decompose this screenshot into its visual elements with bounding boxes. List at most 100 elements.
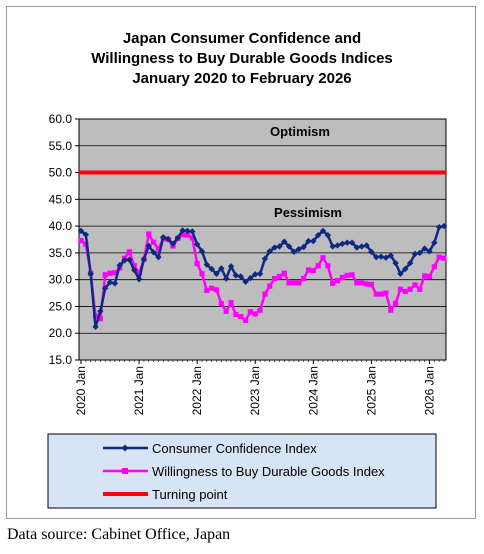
consumer-confidence-point: [208, 265, 215, 273]
consumer-confidence-point: [256, 270, 264, 277]
durable-goods-point: [393, 300, 399, 306]
consumer-confidence-point: [97, 308, 104, 315]
durable-goods-point: [204, 287, 210, 293]
consumer-confidence-point: [242, 278, 249, 286]
chart-title-line-1: Japan Consumer Confidence and: [122, 30, 362, 47]
durable-goods-point: [426, 273, 433, 280]
durable-goods-point: [112, 270, 118, 276]
y-tick-label: 35.0: [49, 246, 73, 260]
durable-goods-point: [378, 291, 384, 297]
consumer-confidence-point: [421, 245, 428, 252]
consumer-confidence-point: [174, 234, 181, 242]
consumer-confidence-point: [440, 222, 448, 230]
legend-consumer-confidence-marker: [121, 444, 129, 452]
consumer-confidence-point: [106, 279, 114, 286]
durable-goods-point: [339, 274, 345, 281]
consumer-confidence-point: [266, 248, 273, 255]
durable-goods-point: [267, 283, 273, 289]
consumer-confidence-point: [314, 232, 322, 239]
legend-turning-point-label: Turning point: [152, 487, 228, 502]
x-tick-label: 2023 Jan: [248, 366, 262, 415]
durable-goods-point: [107, 270, 113, 276]
consumer-confidence-point: [131, 266, 138, 274]
durable-goods-point: [363, 281, 370, 287]
consumer-confidence-point: [77, 227, 85, 235]
durable-goods-point: [276, 273, 283, 280]
consumer-confidence-point: [135, 275, 143, 283]
durable-goods-point: [286, 280, 292, 286]
consumer-confidence-point: [126, 256, 133, 264]
durable-goods-point: [407, 286, 413, 292]
consumer-confidence-point: [295, 245, 302, 253]
durable-goods-point: [359, 280, 365, 286]
consumer-confidence-point: [247, 274, 254, 282]
durable-goods-point: [412, 282, 418, 288]
consumer-confidence-point: [218, 265, 225, 272]
durable-goods-point: [151, 239, 157, 245]
y-tick-label: 15.0: [49, 353, 73, 367]
durable-goods-point: [431, 264, 437, 270]
durable-goods-point: [189, 235, 195, 241]
consumer-confidence-point: [363, 242, 370, 249]
consumer-confidence-point: [281, 238, 288, 245]
consumer-confidence-point: [402, 265, 409, 273]
consumer-confidence-point: [435, 223, 443, 231]
durable-goods-point: [397, 286, 404, 292]
durable-goods-point: [325, 263, 331, 269]
legend-consumer-confidence-label: Consumer Confidence Index: [152, 441, 317, 456]
durable-goods-point: [388, 307, 394, 313]
x-tick-label: 2020 Jan: [74, 366, 88, 415]
durable-goods-point: [218, 301, 224, 307]
durable-goods-point: [102, 272, 108, 278]
consumer-confidence-point: [368, 248, 375, 256]
consumer-confidence-point: [416, 249, 423, 257]
y-tick-label: 25.0: [49, 299, 73, 313]
consumer-confidence-point: [232, 272, 240, 279]
consumer-confidence-point: [406, 259, 414, 267]
consumer-confidence-point: [160, 234, 167, 241]
durable-goods-point: [310, 267, 316, 274]
durable-goods-point: [184, 232, 191, 238]
x-tick-label: 2021 Jan: [132, 366, 146, 415]
durable-goods-point: [180, 232, 186, 238]
y-tick-label: 60.0: [49, 112, 73, 126]
consumer-confidence-point: [87, 270, 94, 277]
consumer-confidence-point: [271, 244, 278, 251]
legend-durable-goods-label: Willingness to Buy Durable Goods Index: [152, 464, 385, 479]
consumer-confidence-point: [116, 262, 123, 269]
consumer-confidence-point: [150, 249, 157, 256]
y-tick-label: 55.0: [49, 139, 73, 153]
durable-goods-point: [228, 300, 234, 306]
durable-goods-point: [194, 261, 200, 267]
x-tick-label: 2026 Jan: [422, 366, 436, 415]
consumer-confidence-point: [213, 270, 220, 277]
legend-durable-goods-marker: [122, 468, 128, 474]
y-tick-label: 20.0: [49, 326, 73, 340]
durable-goods-point: [209, 285, 215, 291]
data-source-note: Data source: Cabinet Office, Japan: [7, 526, 231, 543]
consumer-confidence-point: [252, 271, 259, 278]
consumer-confidence-point: [339, 240, 346, 247]
consumer-confidence-point: [348, 239, 356, 246]
consumer-confidence-point: [300, 243, 307, 251]
durable-goods-point: [383, 290, 389, 296]
consumer-confidence-point: [334, 242, 341, 249]
durable-goods-point: [368, 281, 374, 288]
consumer-confidence-point: [227, 263, 235, 270]
durable-goods-point: [262, 291, 268, 297]
durable-goods-point: [131, 263, 137, 269]
consumer-confidence-point: [140, 256, 148, 263]
y-tick-label: 30.0: [49, 273, 73, 287]
consumer-confidence-point: [237, 273, 244, 280]
consumer-confidence-point: [377, 253, 385, 260]
consumer-confidence-point: [344, 239, 351, 246]
consumer-confidence-point: [184, 227, 191, 235]
consumer-confidence-point: [193, 241, 201, 248]
consumer-confidence-point: [387, 252, 394, 259]
consumer-confidence-point: [121, 257, 128, 264]
consumer-confidence-point: [392, 259, 399, 267]
durable-goods-point: [344, 272, 350, 278]
consumer-confidence-point: [329, 243, 336, 250]
consumer-confidence-point: [145, 242, 152, 250]
consumer-confidence-point: [82, 231, 90, 238]
